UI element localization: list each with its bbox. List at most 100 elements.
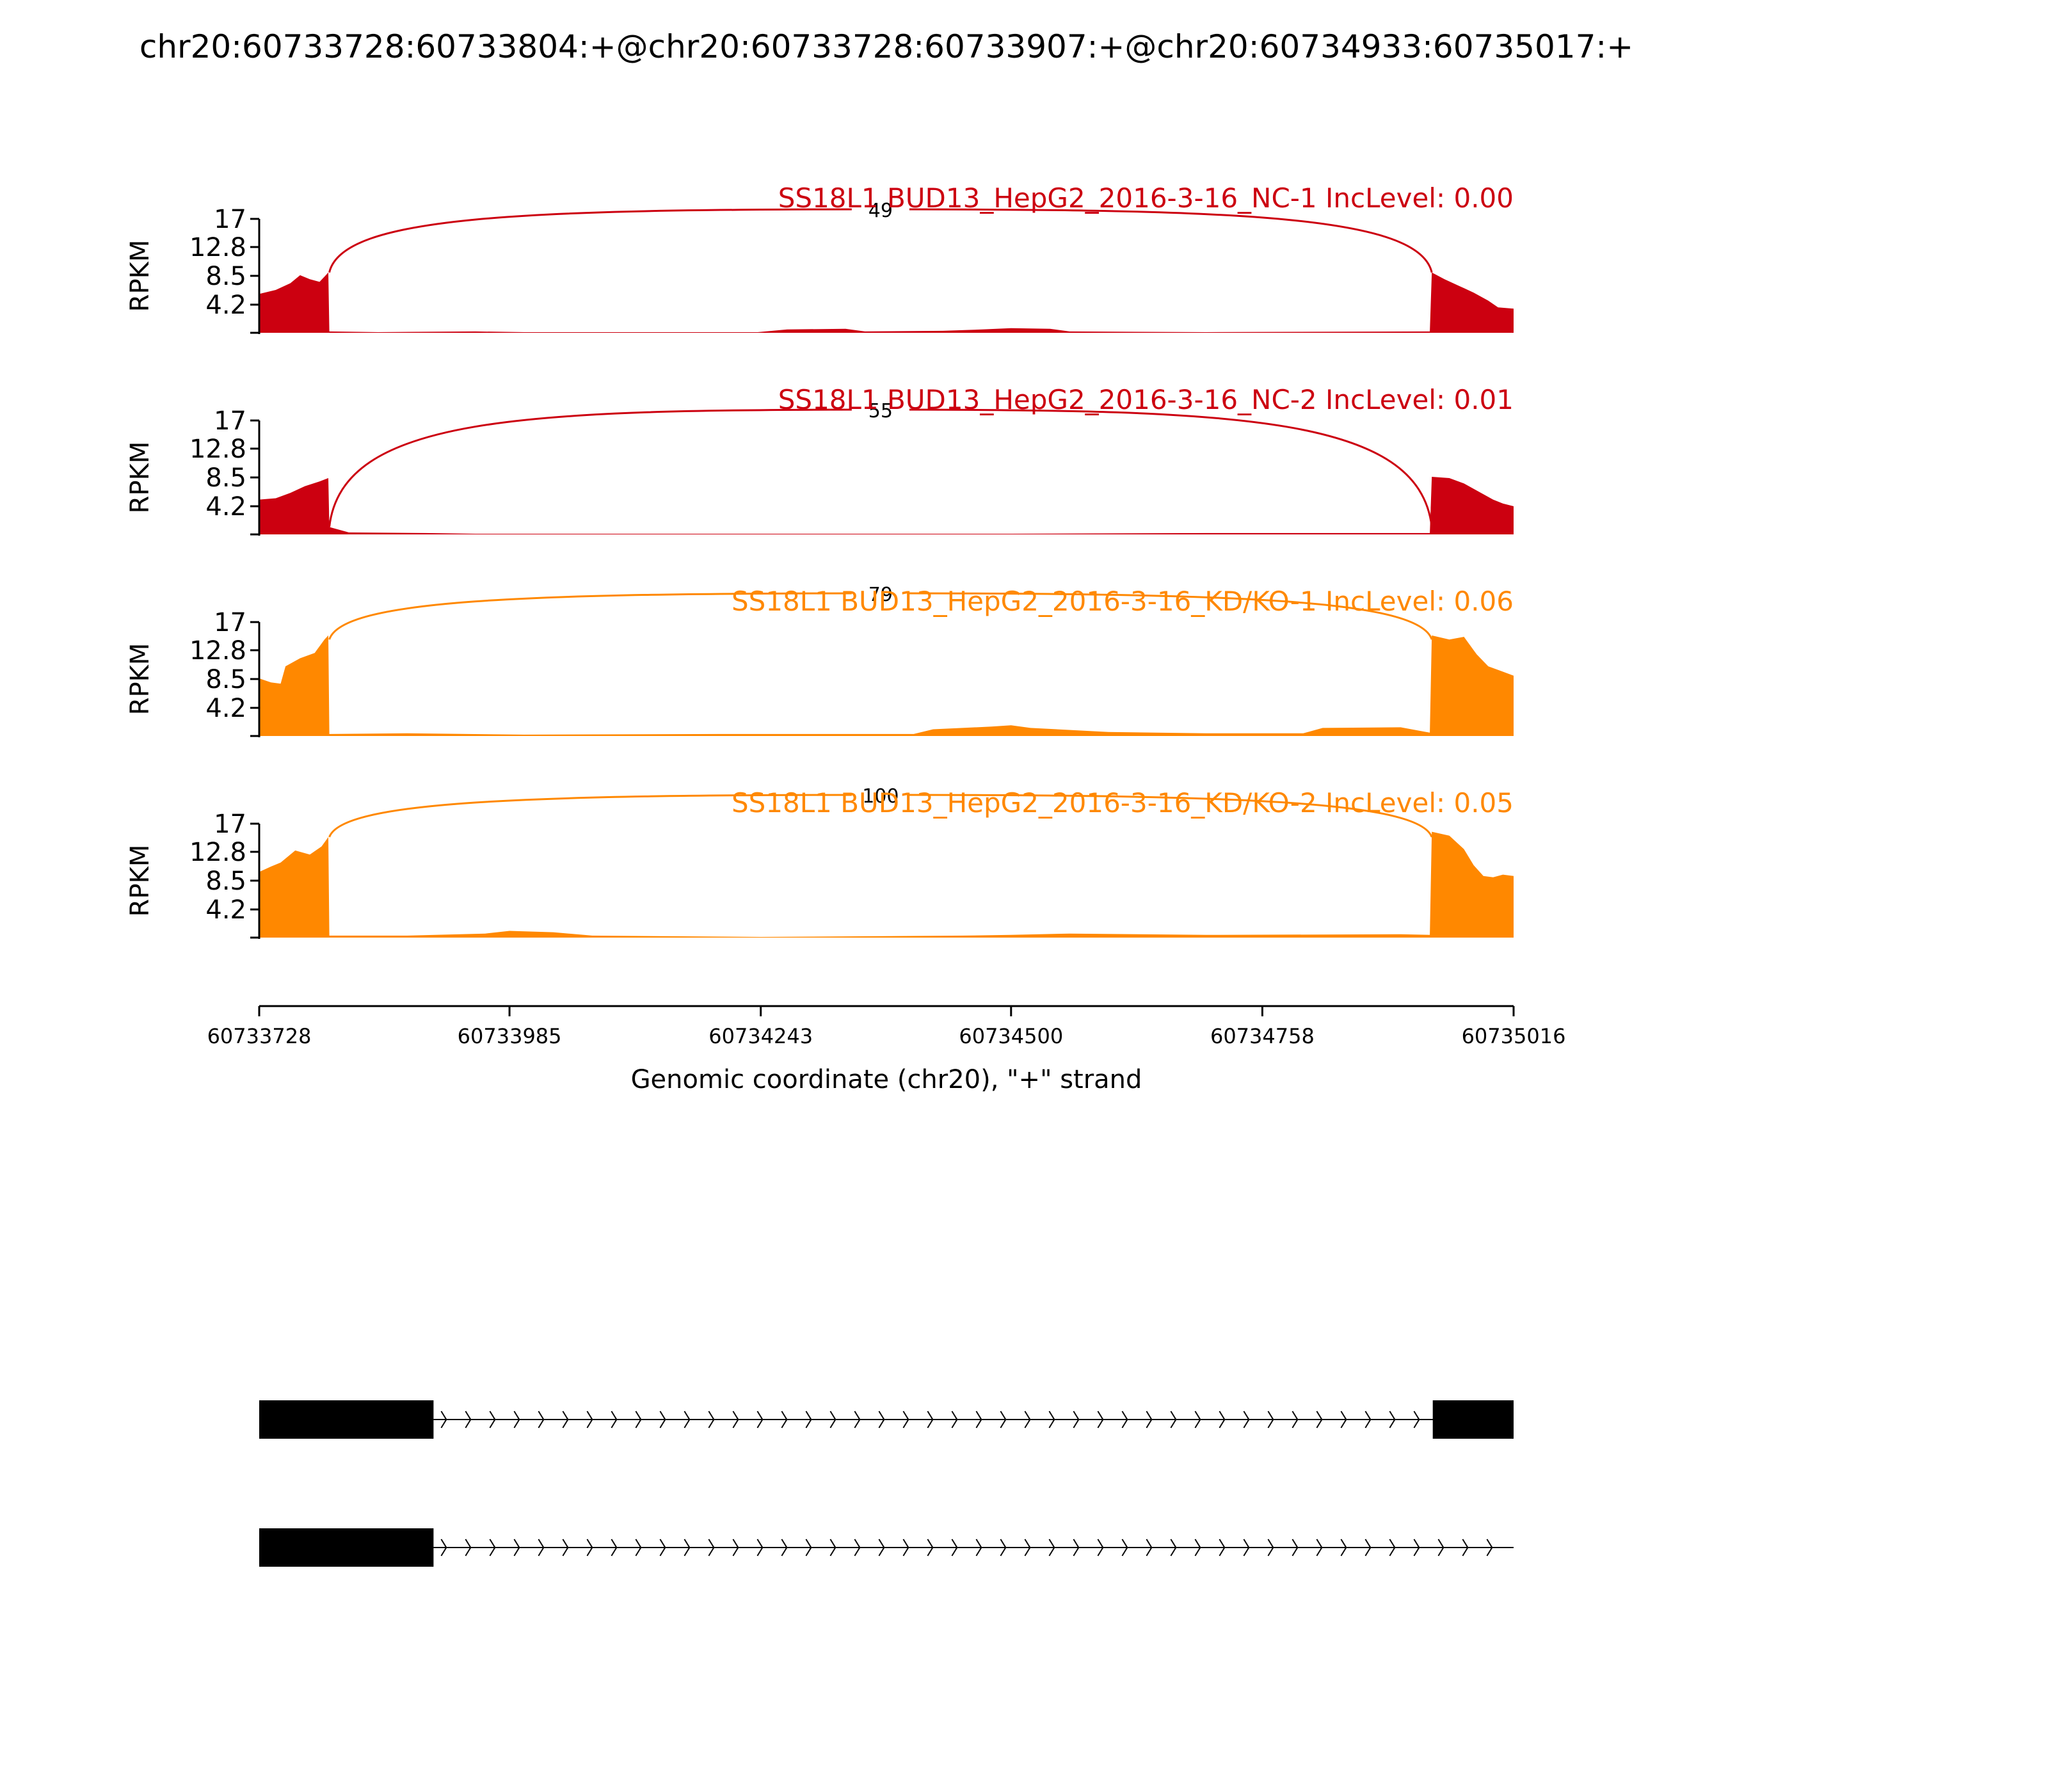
strand-arrow <box>756 1539 764 1556</box>
y-tick-label-1-1: 8.5 <box>205 262 246 291</box>
x-tick-label-2: 60734243 <box>708 1024 813 1048</box>
strand-arrow <box>562 1411 569 1428</box>
strand-arrow <box>1048 1411 1055 1428</box>
y-tick-label-3-2: 12.8 <box>189 636 246 666</box>
junction-arc-2 <box>328 408 1433 527</box>
strand-arrow <box>586 1539 593 1556</box>
chart-title: chr20:60733728:60733804:+@chr20:60733728… <box>140 28 1633 65</box>
strand-arrow <box>1364 1539 1372 1556</box>
strand-arrow <box>708 1411 715 1428</box>
strand-arrow <box>440 1539 447 1556</box>
strand-arrow <box>927 1411 934 1428</box>
strand-arrow <box>756 1411 764 1428</box>
junction-count-bg-1 <box>851 198 909 221</box>
strand-arrow <box>805 1539 812 1556</box>
strand-arrow <box>951 1539 958 1556</box>
series-label-2: SS18L1 BUD13_HepG2_2016-3-16_NC-2 IncLev… <box>778 384 1514 415</box>
strand-arrow <box>1073 1411 1080 1428</box>
y-tick-label-3-1: 8.5 <box>205 665 246 694</box>
coverage-area-2 <box>259 477 1514 534</box>
y-tick-label-2-2: 12.8 <box>189 435 246 464</box>
coverage-area-1 <box>259 272 1514 333</box>
strand-arrow <box>1121 1411 1128 1428</box>
strand-arrow <box>1146 1411 1153 1428</box>
strand-arrow <box>1292 1411 1299 1428</box>
y-tick-label-4-0: 4.2 <box>205 895 246 925</box>
strand-arrow <box>902 1539 909 1556</box>
strand-arrow <box>1389 1539 1396 1556</box>
strand-arrow <box>854 1411 861 1428</box>
y-axis-label-1: RPKM <box>125 240 155 312</box>
strand-arrow <box>975 1539 982 1556</box>
strand-arrow <box>1146 1539 1153 1556</box>
strand-arrow <box>1364 1411 1372 1428</box>
junction-count-bg-3 <box>851 582 909 605</box>
strand-arrow <box>465 1539 472 1556</box>
junction-count-1: 49 <box>868 200 893 222</box>
strand-arrow <box>1097 1411 1104 1428</box>
strand-arrow <box>1340 1411 1347 1428</box>
y-tick-label-1-3: 17 <box>214 205 246 234</box>
y-tick-label-4-1: 8.5 <box>205 867 246 896</box>
strand-arrow <box>975 1411 982 1428</box>
series-label-4: SS18L1 BUD13_HepG2_2016-3-16_KD/KO-2 Inc… <box>732 787 1514 819</box>
strand-arrow <box>562 1539 569 1556</box>
strand-arrow <box>489 1539 496 1556</box>
strand-arrow <box>1073 1539 1080 1556</box>
strand-arrow <box>1267 1411 1274 1428</box>
strand-arrow <box>489 1411 496 1428</box>
strand-arrow <box>829 1411 836 1428</box>
strand-arrow <box>611 1539 618 1556</box>
transcript-2 <box>259 1528 1514 1567</box>
y-tick-label-2-1: 8.5 <box>205 463 246 493</box>
strand-arrow <box>684 1539 691 1556</box>
strand-arrow <box>1462 1539 1469 1556</box>
strand-arrow <box>951 1411 958 1428</box>
x-tick-label-4: 60734758 <box>1210 1024 1315 1048</box>
strand-arrow <box>1219 1539 1226 1556</box>
y-tick-label-2-3: 17 <box>214 406 246 436</box>
exon-1-1 <box>259 1400 434 1439</box>
strand-arrow <box>1340 1539 1347 1556</box>
y-axis-label-3: RPKM <box>125 643 155 716</box>
strand-arrow <box>684 1411 691 1428</box>
strand-arrow <box>1389 1411 1396 1428</box>
exon-2-1 <box>259 1528 434 1567</box>
y-tick-label-4-3: 17 <box>214 810 246 839</box>
transcript-models <box>259 1400 1514 1567</box>
junction-count-3: 79 <box>868 584 893 606</box>
strand-arrow <box>635 1539 642 1556</box>
strand-arrow <box>1437 1539 1444 1556</box>
y-tick-label-3-0: 4.2 <box>205 694 246 723</box>
strand-arrow <box>1413 1539 1420 1556</box>
strand-arrow <box>659 1539 666 1556</box>
junction-count-bg-4 <box>851 783 909 806</box>
strand-arrow <box>878 1539 885 1556</box>
coverage-area-3 <box>259 635 1514 736</box>
strand-arrow <box>1024 1411 1031 1428</box>
y-axis-label-2: RPKM <box>125 442 155 514</box>
strand-arrow <box>1316 1539 1323 1556</box>
strand-arrow <box>1316 1411 1323 1428</box>
strand-arrow <box>1243 1539 1250 1556</box>
x-tick-label-0: 60733728 <box>207 1024 312 1048</box>
junction-count-bg-2 <box>851 398 909 421</box>
strand-arrow <box>1170 1539 1177 1556</box>
series-label-3: SS18L1 BUD13_HepG2_2016-3-16_KD/KO-1 Inc… <box>732 586 1514 617</box>
strand-arrow <box>708 1539 715 1556</box>
strand-arrow <box>1024 1539 1031 1556</box>
strand-arrow <box>1292 1539 1299 1556</box>
strand-arrow <box>1000 1411 1007 1428</box>
strand-arrow <box>1267 1539 1274 1556</box>
strand-arrow <box>659 1411 666 1428</box>
strand-arrow <box>465 1411 472 1428</box>
strand-arrow <box>732 1411 739 1428</box>
strand-arrow <box>538 1539 545 1556</box>
strand-arrow <box>513 1539 520 1556</box>
strand-arrow <box>586 1411 593 1428</box>
